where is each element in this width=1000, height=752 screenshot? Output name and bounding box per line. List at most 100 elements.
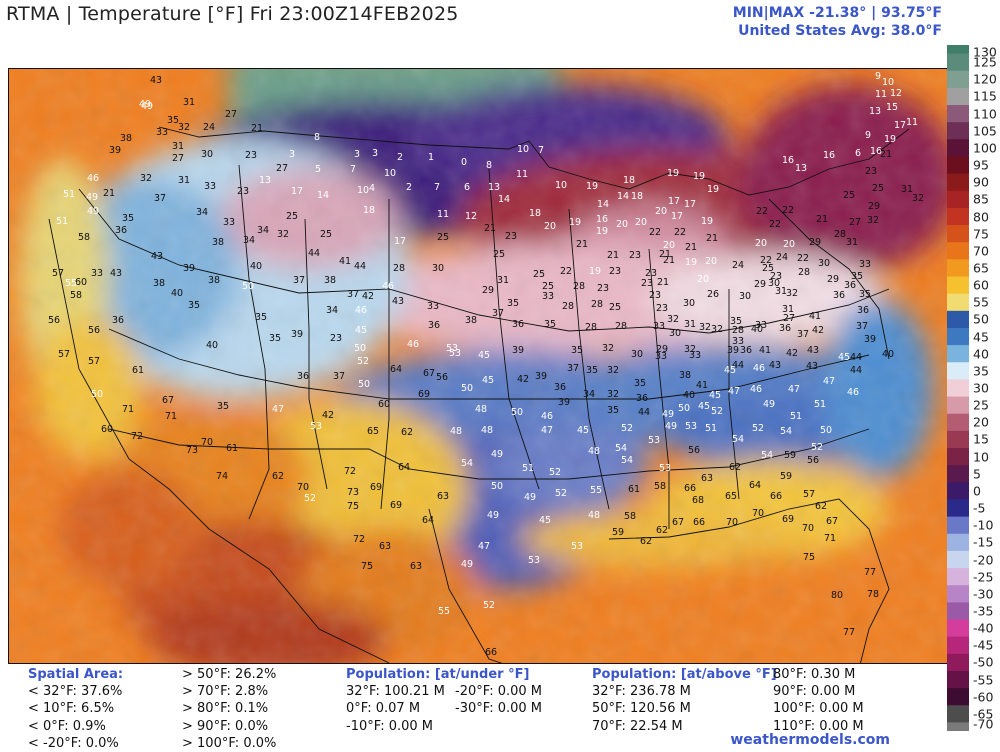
temperature-label: 75 xyxy=(347,501,359,512)
temperature-label: 36 xyxy=(857,305,869,316)
temperature-label: 22 xyxy=(769,219,781,230)
temperature-label: 35 xyxy=(122,213,134,224)
color-scale-tick: 5 xyxy=(973,466,981,482)
temperature-label: 77 xyxy=(864,567,876,578)
spatial-area-column: Spatial Area: < 32°F: 37.6% < 10°F: 6.5%… xyxy=(28,666,123,752)
temperature-label: 30 xyxy=(768,278,780,289)
temperature-label: 38 xyxy=(324,275,336,286)
temperature-label: 46 xyxy=(355,305,367,316)
color-scale-tick: -70 xyxy=(973,716,994,732)
temperature-label: 78 xyxy=(867,589,879,600)
temperature-label: 35 xyxy=(607,405,619,416)
color-swatch xyxy=(947,276,969,295)
temperature-label: 70 xyxy=(201,437,213,448)
temperature-label: 52 xyxy=(483,600,495,611)
temperature-label: 27 xyxy=(849,217,861,228)
temperature-label: 6 xyxy=(855,148,861,159)
temperature-label: 59 xyxy=(784,450,796,461)
temperature-label: 36 xyxy=(554,382,566,393)
color-scale-labels: 130 125 120 115 110 105 100 95 90 85 80 75 70 65 60 55 5… xyxy=(971,45,1000,732)
map-title: RTMA | Temperature [°F] Fri 23:00Z14FEB2… xyxy=(6,3,459,25)
spatial-right-1: > 70°F: 2.8% xyxy=(182,684,269,700)
temperature-label: 21 xyxy=(880,149,892,160)
temperature-label: 49 xyxy=(524,492,536,503)
temperature-label: 45 xyxy=(478,350,490,361)
color-scale-tick: 70 xyxy=(973,243,989,259)
temperature-label: 58 xyxy=(654,481,666,492)
temperature-label: 13 xyxy=(869,106,881,117)
color-swatch xyxy=(947,122,969,141)
temperature-label: 25 xyxy=(872,183,884,194)
temperature-label: 23 xyxy=(597,283,609,294)
temperature-label: 33 xyxy=(91,268,103,279)
color-swatch xyxy=(947,259,969,278)
temperature-label: 49 xyxy=(491,449,503,460)
temperature-label: 38 xyxy=(120,133,132,144)
temperature-label: 3 xyxy=(372,148,378,159)
brand-link[interactable]: weathermodels.com xyxy=(730,732,890,748)
temperature-label: 58 xyxy=(78,232,90,243)
temperature-label: 59 xyxy=(780,471,792,482)
temperature-map[interactable]: 31 33 35 32 24 27 21 38 39 31 27 30 23 3 8 3 3 2 1 0 8 10 7 46 3… xyxy=(8,68,948,664)
temperature-label: 60 xyxy=(378,399,390,410)
temperature-label: 48 xyxy=(450,426,462,437)
temperature-label: 73 xyxy=(347,487,359,498)
temperature-label: 39 xyxy=(109,145,121,156)
temperature-label: 38 xyxy=(679,370,691,381)
temperature-label: 30 xyxy=(683,298,695,309)
temperature-label: 28 xyxy=(393,263,405,274)
temperature-label: 7 xyxy=(350,164,356,175)
temperature-label: 19 xyxy=(569,217,581,228)
color-scale-tick: 85 xyxy=(973,191,989,207)
temperature-label: 51 xyxy=(56,216,68,227)
temperature-label: 21 xyxy=(657,277,669,288)
temperature-label: 39 xyxy=(558,397,570,408)
temperature-label: 46 xyxy=(541,411,553,422)
temperature-label: 31 xyxy=(178,175,190,186)
temperature-label: 45 xyxy=(709,390,721,401)
temperature-label: 17 xyxy=(668,196,680,207)
temperature-label: 49 xyxy=(461,559,473,570)
pop-under-a-0: 32°F: 100.21 M xyxy=(346,684,445,700)
spatial-area-header: Spatial Area: xyxy=(28,667,124,682)
temperature-label: 61 xyxy=(226,443,238,454)
temperature-label: 35 xyxy=(634,378,646,389)
temperature-label: 28 xyxy=(798,267,810,278)
temperature-label: 49 xyxy=(87,206,99,217)
temperature-label: 20 xyxy=(655,206,667,217)
temperature-label: 21 xyxy=(607,250,619,261)
temperature-label: 23 xyxy=(505,231,517,242)
temperature-label: 14 xyxy=(498,194,510,205)
temperature-label: 53 xyxy=(659,463,671,474)
temperature-label: 59 xyxy=(612,527,624,538)
temperature-label: 52 xyxy=(357,356,369,367)
temperature-label: 37 xyxy=(797,329,809,340)
spatial-left-3: < -20°F: 0.0% xyxy=(28,735,119,751)
temperature-label: 25 xyxy=(493,249,505,260)
temperature-label: 55 xyxy=(590,485,602,496)
temperature-label: 42 xyxy=(362,291,374,302)
temperature-label: 33 xyxy=(732,336,744,347)
temperature-label: 31 xyxy=(782,304,794,315)
temperature-label: 17 xyxy=(394,236,406,247)
temperature-label: 18 xyxy=(529,208,541,219)
color-scale-tick: 100 xyxy=(973,140,997,156)
temperature-label: 35 xyxy=(586,365,598,376)
temperature-label: 53 xyxy=(648,435,660,446)
temperature-label: 31 xyxy=(684,319,696,330)
color-swatch xyxy=(947,413,969,432)
temperature-label: 47 xyxy=(541,425,553,436)
temperature-label: 20 xyxy=(663,240,675,251)
temperature-label: 45 xyxy=(698,401,710,412)
temperature-label: 22 xyxy=(782,205,794,216)
temperature-label: 24 xyxy=(776,252,788,263)
temperature-label: 45 xyxy=(577,425,589,436)
temperature-label: 33 xyxy=(542,291,554,302)
temperature-label: 28 xyxy=(573,281,585,292)
temperature-label: 3 xyxy=(354,149,360,160)
temperature-label: 73 xyxy=(186,445,198,456)
temperature-label: 32 xyxy=(912,193,924,204)
color-scale-tick: -20 xyxy=(973,552,994,567)
